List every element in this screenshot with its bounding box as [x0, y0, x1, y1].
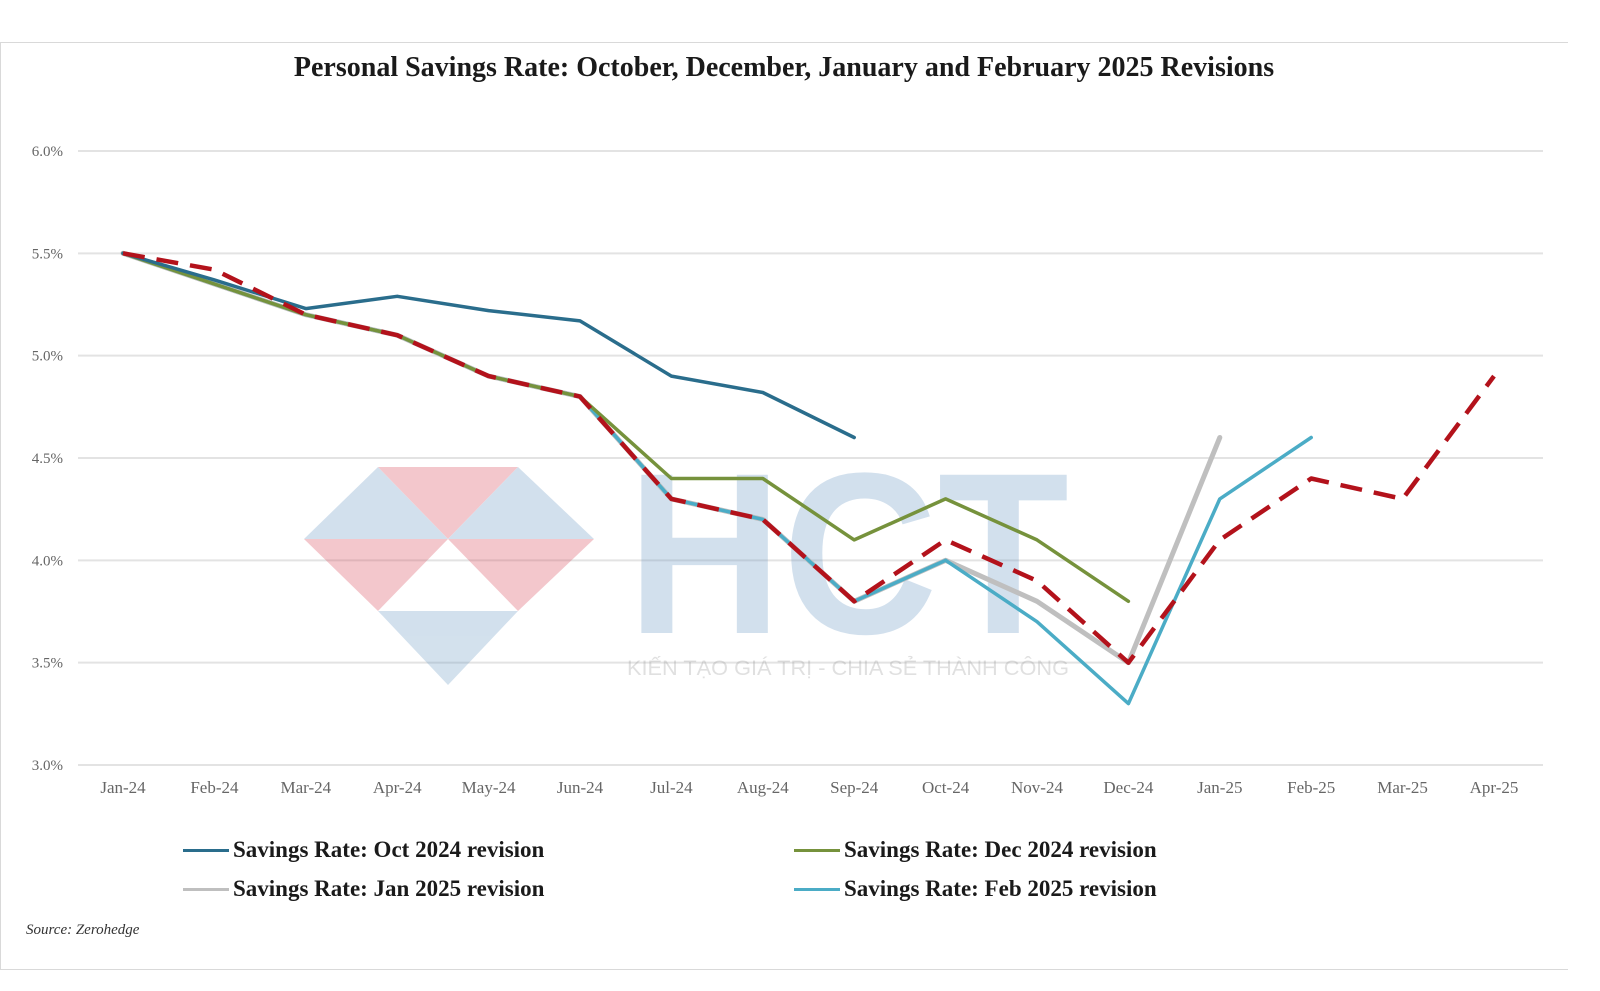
grid-lines [78, 150, 1543, 766]
y-tick-label: 4.0% [32, 553, 63, 569]
legend-swatch [183, 848, 229, 852]
y-tick-label: 6.0% [32, 144, 63, 160]
legend-swatch [183, 887, 229, 891]
x-tick-label: Feb-24 [190, 778, 239, 797]
x-tick-label: Jan-24 [100, 778, 146, 797]
chart-title: Personal Savings Rate: October, December… [293, 52, 1275, 83]
legend-label: Savings Rate: Feb 2025 revision [844, 876, 1157, 901]
dashed-series-line [122, 251, 1496, 665]
legend-item: Savings Rate: Feb 2025 revision [794, 875, 1157, 903]
x-tick-label: Jun-24 [557, 778, 604, 797]
legend-label: Savings Rate: Dec 2024 revision [844, 837, 1157, 862]
legend-item: Savings Rate: Oct 2024 revision [183, 836, 544, 864]
x-tick-label: Jul-24 [650, 778, 693, 797]
y-tick-label: 5.5% [32, 246, 63, 262]
series-line-1 [121, 251, 856, 440]
x-tick-label: Oct-24 [922, 778, 970, 797]
x-tick-label: Jan-25 [1197, 778, 1242, 797]
y-axis-ticks: 3.0% 3.5% 4.0% 4.5% 5.0% 5.5% 6.0% [32, 144, 63, 774]
source-note: Source: Zerohedge [26, 922, 140, 938]
x-axis-ticks: Jan-24 Feb-24 Mar-24 Apr-24 May-24 Jun-24 Jul-… [100, 778, 1518, 797]
x-tick-label: Dec-24 [1103, 778, 1154, 797]
x-tick-label: May-24 [462, 778, 516, 797]
watermark-diamond-lower-left [304, 539, 448, 611]
y-tick-label: 4.5% [32, 451, 63, 467]
chart-frame [0, 42, 1568, 970]
x-tick-label: Nov-24 [1011, 778, 1063, 797]
watermark-diamond-upper-mid [378, 467, 518, 539]
x-tick-label: Sep-24 [830, 778, 879, 797]
legend-swatch [794, 887, 840, 891]
watermark-diamond-upper-right [448, 467, 594, 539]
legend-item: Savings Rate: Jan 2025 revision [183, 875, 544, 903]
x-tick-label: Apr-25 [1470, 778, 1519, 797]
legend-label: Savings Rate: Jan 2025 revision [233, 876, 545, 901]
x-tick-label: Mar-24 [280, 778, 331, 797]
legend-item: Savings Rate: Dec 2024 revision [794, 836, 1157, 864]
watermark-logo-text: HCT [627, 425, 1069, 682]
hct-watermark-logo: HCT KIẾN TẠO GIÁ TRỊ - CHIA SẺ THÀNH CÔN… [304, 425, 1069, 685]
x-tick-label: Feb-25 [1287, 778, 1335, 797]
watermark-diamond-upper-left [304, 467, 448, 539]
y-tick-label: 5.0% [32, 349, 63, 365]
legend-label: Savings Rate: Oct 2024 revision [233, 837, 545, 862]
series-lines [120, 250, 1496, 706]
y-tick-label: 3.0% [32, 758, 63, 774]
watermark-diamond-lower-right [448, 539, 594, 611]
watermark-diamond-bottom [378, 611, 518, 685]
watermark-tagline: KIẾN TẠO GIÁ TRỊ - CHIA SẺ THÀNH CÔNG [627, 657, 1069, 680]
legend-swatch [794, 848, 840, 852]
x-tick-label: Mar-25 [1377, 778, 1428, 797]
x-tick-label: Aug-24 [737, 778, 789, 797]
y-tick-label: 3.5% [32, 656, 63, 672]
x-tick-label: Apr-24 [373, 778, 422, 797]
